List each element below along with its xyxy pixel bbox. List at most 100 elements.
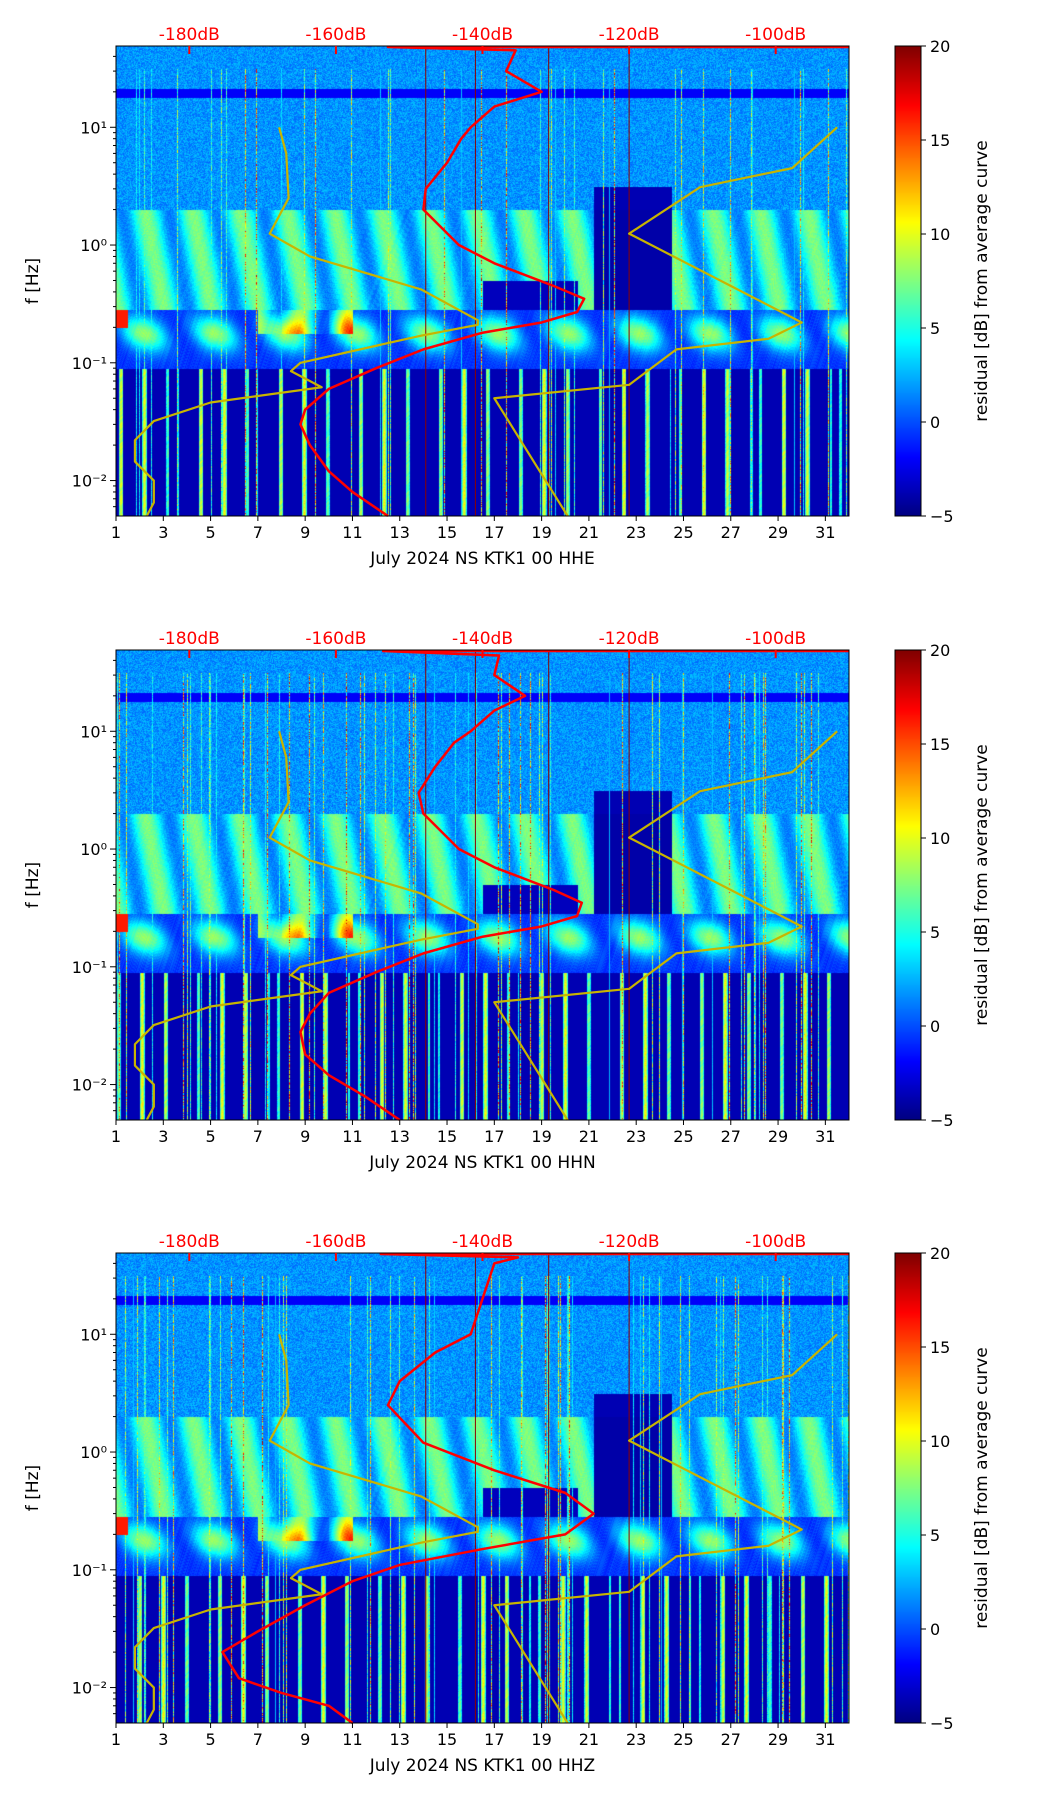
- x-tick-label: 31: [815, 523, 835, 542]
- colorbar-tick-label: −5: [930, 1111, 954, 1130]
- colorbar-label: residual [dB] from average curve: [972, 140, 992, 421]
- colorbar-tick-label: 15: [930, 131, 950, 150]
- x-tick-label: 13: [390, 523, 410, 542]
- plot-frame: [115, 1252, 850, 1724]
- colorbar-tick-label: 20: [930, 37, 950, 56]
- x-tick-label: 3: [158, 1730, 168, 1749]
- y-tick-label: 10⁻¹: [72, 1561, 107, 1580]
- x-tick-label: 1: [111, 523, 121, 542]
- x-tick-label: 15: [437, 1127, 457, 1146]
- series-noise-model-low: [133, 730, 479, 1121]
- x-tick-label: 17: [484, 1730, 504, 1749]
- colorbar: [895, 46, 921, 516]
- colorbar-tick-label: 0: [930, 1017, 940, 1036]
- y-tick-label: 10⁰: [80, 840, 107, 859]
- colorbar-frame: [894, 649, 922, 1121]
- colorbar-tick-label: −5: [930, 1714, 954, 1733]
- series-average-psd: [221, 1252, 849, 1725]
- y-axis-label: f [Hz]: [23, 862, 43, 908]
- x-tick-label: 9: [300, 1127, 310, 1146]
- x-tick-label: 1: [111, 1730, 121, 1749]
- colorbar-tick-label: 10: [930, 829, 950, 848]
- colorbar: [895, 650, 921, 1120]
- x-tick-label: 29: [768, 1730, 788, 1749]
- series-average-psd: [299, 45, 849, 518]
- x-tick-label: 25: [673, 1127, 693, 1146]
- x-tick-label: 5: [205, 523, 215, 542]
- x-tick-label: 23: [626, 523, 646, 542]
- top-db-tick-label: -160dB: [305, 1232, 366, 1252]
- colorbar-tick-label: −5: [930, 507, 954, 526]
- x-tick-label: 19: [531, 1127, 551, 1146]
- top-db-tick-label: -120dB: [599, 1232, 660, 1252]
- top-db-tick-label: -120dB: [599, 25, 660, 45]
- colorbar-tick-label: 10: [930, 1432, 950, 1451]
- x-tick-label: 19: [531, 1730, 551, 1749]
- x-tick-label: 9: [300, 1730, 310, 1749]
- x-tick-label: 13: [390, 1730, 410, 1749]
- x-tick-label: 11: [342, 1730, 362, 1749]
- x-tick-label: 21: [579, 523, 599, 542]
- top-db-tick-label: -100dB: [745, 1232, 806, 1252]
- x-tick-label: 7: [253, 523, 263, 542]
- colorbar-label: residual [dB] from average curve: [972, 1347, 992, 1628]
- y-tick-label: 10¹: [80, 118, 107, 137]
- x-tick-label: 23: [626, 1730, 646, 1749]
- colorbar-tick-label: 15: [930, 735, 950, 754]
- x-tick-label: 25: [673, 523, 693, 542]
- y-tick-label: 10⁻²: [72, 1679, 107, 1698]
- series-noise-model-low: [133, 126, 479, 517]
- colorbar-tick-label: 5: [930, 923, 940, 942]
- x-tick-label: 21: [579, 1730, 599, 1749]
- x-tick-label: 3: [158, 523, 168, 542]
- colorbar-label: residual [dB] from average curve: [972, 744, 992, 1025]
- colorbar-tick-label: 10: [930, 225, 950, 244]
- x-axis-label: July 2024 NS KTK1 00 HHE: [369, 549, 594, 569]
- y-tick-label: 10⁰: [80, 236, 107, 255]
- y-tick-label: 10⁻²: [72, 1076, 107, 1095]
- top-db-tick-label: -100dB: [745, 25, 806, 45]
- top-db-tick-label: -160dB: [305, 629, 366, 649]
- x-tick-label: 13: [390, 1127, 410, 1146]
- x-tick-label: 27: [721, 1730, 741, 1749]
- x-axis-label: July 2024 NS KTK1 00 HHN: [368, 1153, 595, 1173]
- x-tick-label: 19: [531, 523, 551, 542]
- x-tick-label: 11: [342, 523, 362, 542]
- spectrogram-image: [116, 1253, 849, 1723]
- spectrogram-image: [116, 650, 849, 1120]
- x-tick-label: 9: [300, 523, 310, 542]
- y-tick-label: 10¹: [80, 722, 107, 741]
- top-db-tick-label: -120dB: [599, 629, 660, 649]
- x-tick-label: 27: [721, 1127, 741, 1146]
- x-tick-label: 7: [253, 1127, 263, 1146]
- series-noise-model-high: [493, 126, 838, 517]
- spectrogram-panel-3: 1 3 5 7 9 11 13 15 17 19 21 23 25 27 29 31 July 2024 NS …: [0, 1207, 1052, 1807]
- x-tick-label: 31: [815, 1730, 835, 1749]
- y-tick-label: 10⁻¹: [72, 354, 107, 373]
- y-axis-label: f [Hz]: [23, 258, 43, 304]
- top-db-tick-label: -180dB: [159, 25, 220, 45]
- x-axis-label: July 2024 NS KTK1 00 HHZ: [369, 1756, 595, 1776]
- series-noise-model-high: [493, 1333, 838, 1724]
- x-tick-label: 25: [673, 1730, 693, 1749]
- x-tick-label: 17: [484, 523, 504, 542]
- top-db-tick-label: -140dB: [452, 629, 513, 649]
- x-tick-label: 31: [815, 1127, 835, 1146]
- y-axis-label: f [Hz]: [23, 1465, 43, 1511]
- x-tick-label: 1: [111, 1127, 121, 1146]
- top-db-tick-label: -140dB: [452, 25, 513, 45]
- x-tick-label: 5: [205, 1127, 215, 1146]
- series-average-psd: [299, 649, 849, 1122]
- x-tick-label: 15: [437, 523, 457, 542]
- x-tick-label: 7: [253, 1730, 263, 1749]
- x-tick-label: 11: [342, 1127, 362, 1146]
- colorbar-frame: [894, 45, 922, 517]
- x-tick-label: 15: [437, 1730, 457, 1749]
- colorbar-tick-label: 15: [930, 1338, 950, 1357]
- series-noise-model-low: [133, 1333, 479, 1724]
- colorbar-tick-label: 5: [930, 1526, 940, 1545]
- colorbar-tick-label: 0: [930, 1620, 940, 1639]
